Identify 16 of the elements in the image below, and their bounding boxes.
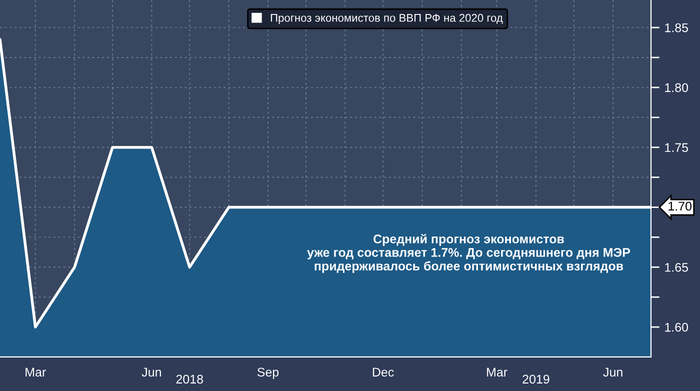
x-tick-label: Mar (26, 368, 46, 377)
x-tick-label: Mar (487, 368, 508, 377)
x-tick-label: Jun (142, 368, 161, 377)
y-tick-label: 1.75 (665, 143, 688, 152)
annotation: Средний прогноз экономистов уже год составляет 1.7%. До сегодняшнего дня МЭР придерживалось более оптимистичных взглядов (307, 234, 630, 273)
x-tick-label: Jun (603, 368, 622, 377)
x2-tick-label: 2018 (176, 374, 203, 384)
data-label: 1.70 (668, 202, 692, 211)
y-tick-label: 1.65 (665, 262, 688, 272)
y-tick-label: 1.80 (665, 83, 688, 92)
y-tick-label: 1.85 (665, 23, 688, 32)
x-tick-label: Dec (372, 368, 394, 377)
x-tick-label: Sep (257, 368, 279, 380)
legend-label: Прогноз экономистов по ВВП РФ на 2020 год (270, 14, 503, 24)
x2-tick-label: 2019 (522, 374, 550, 384)
y-tick-label: 1.60 (665, 322, 688, 332)
